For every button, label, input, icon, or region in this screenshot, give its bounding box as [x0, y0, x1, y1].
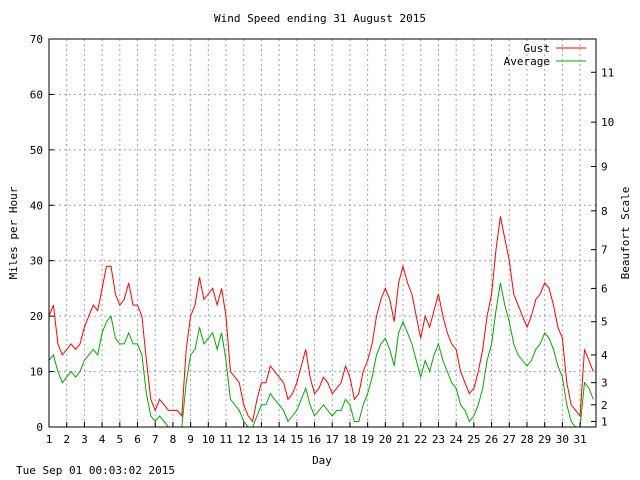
beaufort-tick-label: 8 [601, 205, 608, 218]
x-axis-ticks: 1 2 3 4 5 6 7 8 9 10 11 12 13 14 15 16 17 18 19 20 21 22 23 24 2… [46, 422, 587, 446]
x-tick-label: 29 [538, 433, 551, 446]
x-tick-label: 12 [237, 433, 250, 446]
x-tick-label: 23 [432, 433, 445, 446]
beaufort-axis-ticks: 1 2 3 4 5 6 7 8 9 10 11 [591, 66, 614, 428]
y-tick-label: 10 [30, 366, 43, 379]
x-tick-label: 16 [308, 433, 321, 446]
x-tick-label: 24 [450, 433, 464, 446]
beaufort-tick-label: 2 [601, 399, 608, 412]
x-tick-label: 5 [116, 433, 123, 446]
x-tick-label: 8 [170, 433, 177, 446]
x-tick-label: 7 [152, 433, 159, 446]
beaufort-axis-label: Beaufort Scale [619, 187, 632, 280]
x-tick-label: 9 [187, 433, 194, 446]
x-tick-label: 31 [573, 433, 586, 446]
timestamp: Tue Sep 01 00:03:02 2015 [16, 464, 175, 477]
x-tick-label: 25 [467, 433, 480, 446]
beaufort-tick-label: 7 [601, 244, 608, 257]
y-tick-label: 0 [36, 421, 43, 434]
legend-label-gust: Gust [524, 42, 551, 55]
series-line-gust [48, 216, 594, 423]
x-tick-label: 27 [503, 433, 516, 446]
beaufort-tick-label: 10 [601, 116, 614, 129]
y-tick-label: 70 [30, 33, 43, 46]
y-tick-label: 40 [30, 199, 43, 212]
x-tick-label: 19 [361, 433, 374, 446]
series-lines [48, 216, 594, 428]
x-tick-label: 28 [520, 433, 533, 446]
beaufort-tick-label: 4 [601, 349, 608, 362]
beaufort-tick-label: 11 [601, 66, 614, 79]
beaufort-tick-label: 1 [601, 415, 608, 428]
x-tick-label: 15 [290, 433, 303, 446]
beaufort-tick-label: 5 [601, 316, 608, 329]
chart-title: Wind Speed ending 31 August 2015 [214, 12, 426, 25]
x-tick-label: 20 [379, 433, 392, 446]
plot-frame [48, 38, 597, 428]
x-tick-label: 3 [81, 433, 88, 446]
x-tick-label: 1 [46, 433, 53, 446]
x-tick-label: 14 [273, 433, 287, 446]
legend: Gust Average [504, 42, 586, 68]
beaufort-tick-label: 6 [601, 282, 608, 295]
x-tick-label: 13 [255, 433, 268, 446]
x-tick-label: 26 [485, 433, 498, 446]
x-tick-label: 6 [134, 433, 141, 446]
x-tick-label: 2 [63, 433, 70, 446]
y-tick-label: 50 [30, 144, 43, 157]
beaufort-tick-label: 9 [601, 160, 608, 173]
x-tick-label: 4 [99, 433, 106, 446]
y-tick-label: 30 [30, 255, 43, 268]
x-tick-label: 22 [414, 433, 427, 446]
y-tick-label: 60 [30, 88, 43, 101]
x-tick-label: 30 [556, 433, 569, 446]
y-axis-label: Miles per Hour [7, 186, 20, 279]
x-tick-label: 17 [326, 433, 339, 446]
beaufort-tick-label: 3 [601, 377, 608, 390]
x-axis-label: Day [312, 454, 332, 467]
grid-lines [49, 39, 596, 427]
legend-label-average: Average [504, 55, 550, 68]
x-tick-label: 10 [202, 433, 215, 446]
series-line-average [48, 282, 594, 428]
x-tick-label: 18 [343, 433, 356, 446]
x-tick-label: 21 [396, 433, 409, 446]
y-tick-label: 20 [30, 310, 43, 323]
x-tick-label: 11 [219, 433, 232, 446]
y-axis-ticks: 0 10 20 30 40 50 60 70 [30, 33, 54, 434]
